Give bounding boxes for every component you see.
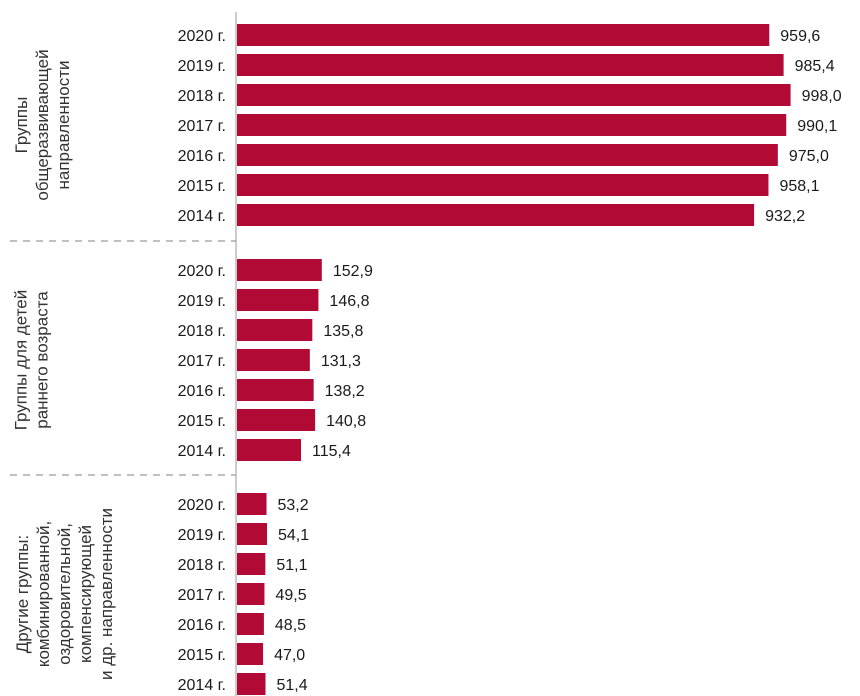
- value-label: 51,4: [277, 677, 308, 694]
- category-label: 2015 г.: [178, 413, 226, 430]
- bar: [237, 114, 787, 136]
- group-label-line: оздоровительной,: [55, 523, 74, 665]
- group-label-line: направленности: [54, 61, 73, 190]
- value-label: 48,5: [275, 617, 306, 634]
- category-label: 2017 г.: [178, 587, 226, 604]
- category-label: 2020 г.: [178, 263, 226, 280]
- bar: [237, 553, 266, 575]
- group-label-line: раннего возраста: [33, 291, 52, 429]
- bar: [237, 379, 314, 401]
- bar: [237, 174, 769, 196]
- bar: [237, 24, 770, 46]
- category-label: 2018 г.: [178, 88, 226, 105]
- group-label-line: Группы: [12, 97, 31, 154]
- value-label: 959,6: [780, 28, 820, 45]
- value-label: 932,2: [765, 208, 805, 225]
- value-label: 53,2: [278, 497, 309, 514]
- category-label: 2018 г.: [178, 323, 226, 340]
- category-label: 2014 г.: [178, 208, 226, 225]
- bar: [237, 583, 265, 605]
- value-label: 140,8: [326, 413, 366, 430]
- bar: [237, 54, 784, 76]
- value-label: 152,9: [333, 263, 373, 280]
- value-label: 131,3: [321, 353, 361, 370]
- value-label: 998,0: [802, 88, 842, 105]
- bar: [237, 84, 791, 106]
- bar: [237, 289, 319, 311]
- category-label: 2020 г.: [178, 497, 226, 514]
- value-label: 990,1: [797, 118, 837, 135]
- bar: [237, 493, 267, 515]
- value-label: 138,2: [325, 383, 365, 400]
- value-label: 49,5: [275, 587, 306, 604]
- bar: [237, 259, 322, 281]
- bar: [237, 643, 264, 665]
- value-label: 135,8: [323, 323, 363, 340]
- group-label-line: и др. направленности: [97, 508, 116, 680]
- value-label: 958,1: [779, 178, 819, 195]
- bar: [237, 673, 266, 695]
- bar: [237, 349, 310, 371]
- group-label-line: Другие группы:: [13, 535, 32, 653]
- category-label: 2020 г.: [178, 28, 226, 45]
- bar: [237, 144, 778, 166]
- value-label: 975,0: [789, 148, 829, 165]
- category-label: 2014 г.: [178, 677, 226, 694]
- value-label: 146,8: [329, 293, 369, 310]
- group-label-line: комбинированной,: [34, 521, 53, 667]
- category-label: 2017 г.: [178, 353, 226, 370]
- category-label: 2014 г.: [178, 443, 226, 460]
- category-label: 2015 г.: [178, 647, 226, 664]
- bar: [237, 439, 302, 461]
- value-label: 985,4: [795, 58, 835, 75]
- value-label: 51,1: [276, 557, 307, 574]
- category-label: 2019 г.: [178, 293, 226, 310]
- bar: [237, 409, 316, 431]
- category-label: 2016 г.: [178, 383, 226, 400]
- bar: [237, 613, 264, 635]
- bar: [237, 523, 268, 545]
- category-label: 2018 г.: [178, 557, 226, 574]
- group-label-line: общеразвивающей: [33, 49, 52, 200]
- category-label: 2015 г.: [178, 178, 226, 195]
- group-label-line: компенсирующей: [76, 525, 95, 663]
- value-label: 54,1: [278, 527, 309, 544]
- category-label: 2019 г.: [178, 527, 226, 544]
- bar: [237, 319, 313, 341]
- bar: [237, 204, 755, 226]
- value-label: 115,4: [312, 443, 351, 460]
- category-label: 2016 г.: [178, 617, 226, 634]
- value-label: 47,0: [274, 647, 305, 664]
- category-label: 2017 г.: [178, 118, 226, 135]
- group-label-line: Группы для детей: [12, 290, 31, 431]
- category-label: 2016 г.: [178, 148, 226, 165]
- category-label: 2019 г.: [178, 58, 226, 75]
